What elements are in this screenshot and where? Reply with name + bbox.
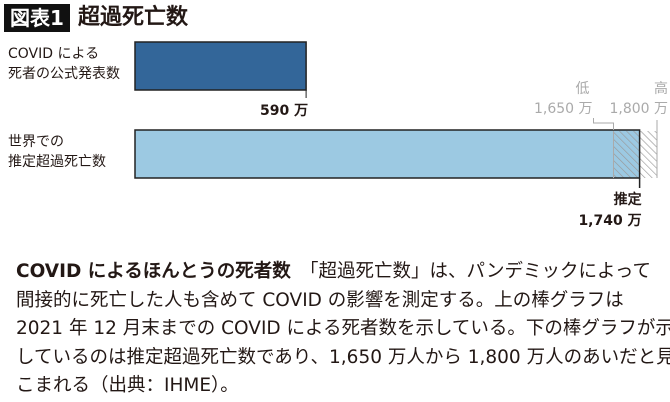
low-label: 低: [575, 81, 590, 97]
low-leader: [593, 118, 614, 130]
range-hatch-high: [639, 131, 657, 178]
bar-official: [134, 41, 307, 91]
high-value-label: 1,800 万: [609, 101, 668, 117]
estimate-label: 推定: [613, 192, 642, 208]
high-label: 高: [654, 81, 668, 97]
estimate-value: 1,740 万: [578, 213, 642, 229]
caption-line: COVID によるほんとうの死者数 「超過死亡数」は、パンデミックによって: [16, 258, 666, 287]
range-hatch-low: [613, 131, 640, 178]
value-label-official: 590 万: [260, 103, 309, 119]
caption-line: 間接的に死亡した人も含めて COVID の影響を測定する。上の棒グラフは: [16, 289, 624, 311]
caption-line: こまれる（出典：IHME）。: [16, 375, 239, 396]
category-line: COVID による: [8, 46, 100, 62]
category-label-official: COVID による 死者の公式発表数: [8, 44, 120, 84]
chart-title: 超過死亡数: [78, 5, 189, 30]
bar-excess: [135, 130, 640, 178]
caption-heading: COVID によるほんとうの死者数: [16, 261, 291, 282]
bar-chart: [134, 41, 658, 188]
caption: COVID によるほんとうの死者数 「超過死亡数」は、パンデミックによって 間接…: [16, 258, 670, 401]
bar-excess-outline: [134, 129, 641, 179]
value-label-estimate: 推定 1,740 万: [578, 190, 641, 232]
category-line: 死者の公式発表数: [8, 66, 120, 82]
caption-line: 2021 年 12 月末までの COVID による死者数を示している。下の棒グラ…: [16, 318, 670, 339]
category-label-excess: 世界での 推定超過死亡数: [8, 132, 106, 172]
figure-badge: 図表1: [4, 4, 70, 32]
caption-line: しているのは推定超過死亡数であり、1,650 万人から 1,800 万人のあいだ…: [16, 346, 670, 368]
category-line: 推定超過死亡数: [8, 154, 106, 170]
caption-text: 「超過死亡数」は、パンデミックによって: [290, 261, 651, 282]
category-line: 世界での: [8, 134, 64, 150]
low-value-label: 1,650 万: [533, 101, 593, 117]
